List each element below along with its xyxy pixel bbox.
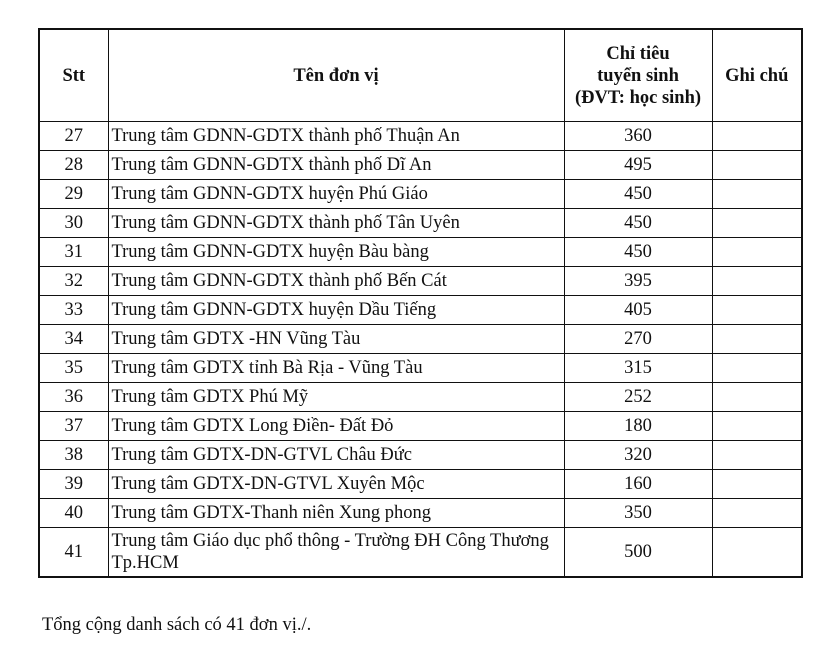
cell-quota: 495 <box>563 150 713 180</box>
cell-note <box>711 498 803 528</box>
table-row: 33 Trung tâm GDNN-GDTX huyện Dầu Tiếng 4… <box>38 295 803 325</box>
cell-stt: 39 <box>38 469 109 499</box>
table-row: 39 Trung tâm GDTX-DN-GTVL Xuyên Mộc 160 <box>38 469 803 499</box>
table-row: 38 Trung tâm GDTX-DN-GTVL Châu Đức 320 <box>38 440 803 470</box>
cell-quota: 315 <box>563 353 713 383</box>
cell-stt: 33 <box>38 295 109 325</box>
cell-note <box>711 469 803 499</box>
table-row: 28 Trung tâm GDNN-GDTX thành phố Dĩ An 4… <box>38 150 803 180</box>
cell-note <box>711 440 803 470</box>
cell-unit-name: Trung tâm GDTX Long Điền- Đất Đỏ <box>107 411 565 441</box>
cell-stt: 31 <box>38 237 109 267</box>
cell-note <box>711 382 803 412</box>
cell-quota: 160 <box>563 469 713 499</box>
cell-quota: 252 <box>563 382 713 412</box>
cell-quota: 395 <box>563 266 713 296</box>
cell-quota: 320 <box>563 440 713 470</box>
header-quota-line-2: tuyển sinh <box>597 65 679 86</box>
cell-note <box>711 237 803 267</box>
cell-stt: 40 <box>38 498 109 528</box>
cell-quota: 405 <box>563 295 713 325</box>
table-row: 34 Trung tâm GDTX -HN Vũng Tàu 270 <box>38 324 803 354</box>
cell-quota: 450 <box>563 237 713 267</box>
header-quota-line-3: (ĐVT: học sinh) <box>574 87 702 108</box>
cell-note <box>711 295 803 325</box>
cell-unit-name: Trung tâm GDTX -HN Vũng Tàu <box>107 324 565 354</box>
cell-unit-name: Trung tâm GDNN-GDTX thành phố Thuận An <box>107 121 565 151</box>
cell-unit-name: Trung tâm GDNN-GDTX huyện Dầu Tiếng <box>107 295 565 325</box>
cell-quota: 450 <box>563 179 713 209</box>
cell-unit-name: Trung tâm GDTX Phú Mỹ <box>107 382 565 412</box>
total-units-summary: Tổng cộng danh sách có 41 đơn vị./. <box>42 615 312 635</box>
cell-stt: 36 <box>38 382 109 412</box>
cell-unit-name: Trung tâm GDNN-GDTX huyện Phú Giáo <box>107 179 565 209</box>
cell-note <box>711 208 803 238</box>
cell-unit-name: Trung tâm GDNN-GDTX huyện Bàu bàng <box>107 237 565 267</box>
table-row: 31 Trung tâm GDNN-GDTX huyện Bàu bàng 45… <box>38 237 803 267</box>
cell-quota: 180 <box>563 411 713 441</box>
cell-note <box>711 121 803 151</box>
cell-quota: 450 <box>563 208 713 238</box>
cell-stt: 27 <box>38 121 109 151</box>
cell-unit-name: Trung tâm GDNN-GDTX thành phố Bến Cát <box>107 266 565 296</box>
cell-stt: 35 <box>38 353 109 383</box>
cell-stt: 38 <box>38 440 109 470</box>
cell-quota: 360 <box>563 121 713 151</box>
cell-quota: 350 <box>563 498 713 528</box>
table-row: 29 Trung tâm GDNN-GDTX huyện Phú Giáo 45… <box>38 179 803 209</box>
cell-stt: 29 <box>38 179 109 209</box>
cell-unit-name: Trung tâm GDNN-GDTX thành phố Tân Uyên <box>107 208 565 238</box>
header-stt: Stt <box>38 28 109 122</box>
cell-note <box>711 179 803 209</box>
cell-stt: 41 <box>38 527 109 578</box>
cell-unit-name: Trung tâm GDNN-GDTX thành phố Dĩ An <box>107 150 565 180</box>
cell-unit-name: Trung tâm GDTX-DN-GTVL Xuyên Mộc <box>107 469 565 499</box>
cell-note <box>711 324 803 354</box>
cell-stt: 37 <box>38 411 109 441</box>
cell-stt: 32 <box>38 266 109 296</box>
enrollment-quota-table: Stt Tên đơn vị Chỉ tiêu tuyển sinh (ĐVT:… <box>38 28 803 578</box>
cell-unit-name: Trung tâm GDTX tỉnh Bà Rịa - Vũng Tàu <box>107 353 565 383</box>
cell-note <box>711 353 803 383</box>
cell-quota: 270 <box>563 324 713 354</box>
table-header-row: Stt Tên đơn vị Chỉ tiêu tuyển sinh (ĐVT:… <box>38 28 803 122</box>
cell-unit-name: Trung tâm GDTX-Thanh niên Xung phong <box>107 498 565 528</box>
table-row: 27 Trung tâm GDNN-GDTX thành phố Thuận A… <box>38 121 803 151</box>
cell-stt: 34 <box>38 324 109 354</box>
table-row: 32 Trung tâm GDNN-GDTX thành phố Bến Cát… <box>38 266 803 296</box>
header-unit-name: Tên đơn vị <box>107 28 565 122</box>
cell-unit-name: Trung tâm GDTX-DN-GTVL Châu Đức <box>107 440 565 470</box>
header-enrollment-quota: Chỉ tiêu tuyển sinh (ĐVT: học sinh) <box>563 28 713 122</box>
cell-note <box>711 527 803 578</box>
table-row: 37 Trung tâm GDTX Long Điền- Đất Đỏ 180 <box>38 411 803 441</box>
cell-unit-name: Trung tâm Giáo dục phổ thông - Trường ĐH… <box>107 527 565 578</box>
table-row: 41 Trung tâm Giáo dục phổ thông - Trường… <box>38 527 803 578</box>
cell-stt: 30 <box>38 208 109 238</box>
cell-note <box>711 411 803 441</box>
table-row: 30 Trung tâm GDNN-GDTX thành phố Tân Uyê… <box>38 208 803 238</box>
cell-note <box>711 266 803 296</box>
table-row: 36 Trung tâm GDTX Phú Mỹ 252 <box>38 382 803 412</box>
table-row: 40 Trung tâm GDTX-Thanh niên Xung phong … <box>38 498 803 528</box>
header-note: Ghi chú <box>711 28 803 122</box>
header-quota-line-1: Chỉ tiêu <box>606 43 670 64</box>
cell-quota: 500 <box>563 527 713 578</box>
cell-stt: 28 <box>38 150 109 180</box>
cell-note <box>711 150 803 180</box>
table-row: 35 Trung tâm GDTX tỉnh Bà Rịa - Vũng Tàu… <box>38 353 803 383</box>
